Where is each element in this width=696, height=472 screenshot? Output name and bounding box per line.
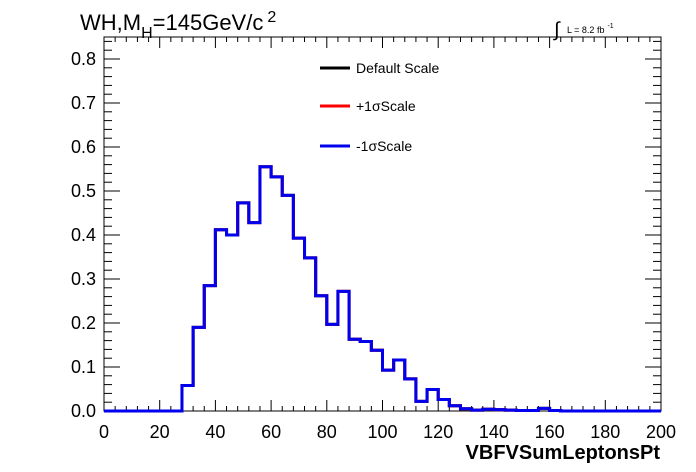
- chart-title: WH,MH=145GeV/c 2: [80, 9, 276, 42]
- luminosity-text: L = 8.2 fb -1: [567, 23, 614, 35]
- x-tick-label: 60: [261, 422, 281, 442]
- y-tick-label: 0.5: [71, 181, 96, 201]
- luminosity-label: ∫ L = 8.2 fb -1: [553, 19, 614, 41]
- x-tick-label: 160: [535, 422, 565, 442]
- y-tick-label: 0.8: [71, 49, 96, 69]
- x-tick-label: 180: [590, 422, 620, 442]
- y-tick-label: 0.6: [71, 137, 96, 157]
- y-tick-label: 0.0: [71, 401, 96, 421]
- x-axis-label: VBFVSumLeptonsPt: [466, 442, 661, 464]
- x-tick-label: 40: [205, 422, 225, 442]
- x-tick-label: 200: [646, 422, 676, 442]
- x-tick-label: 120: [423, 422, 453, 442]
- y-tick-label: 0.1: [71, 357, 96, 377]
- legend-label-0: Default Scale: [356, 60, 439, 76]
- x-tick-label: 80: [317, 422, 337, 442]
- y-tick-label: 0.2: [71, 313, 96, 333]
- legend-label-2: -1σScale: [356, 138, 412, 154]
- y-tick-label: 0.7: [71, 93, 96, 113]
- x-tick-label: 20: [150, 422, 170, 442]
- y-tick-label: 0.3: [71, 269, 96, 289]
- integral-symbol: ∫: [553, 19, 561, 41]
- series-group: [104, 165, 661, 413]
- legend-label-1: +1σScale: [356, 98, 416, 114]
- axes: 0 20 40 60 80 100 120 140 160 180 200 0.0 0.1 0.2 0.3 0…: [71, 37, 676, 442]
- legend: Default Scale +1σScale -1σScale: [320, 60, 439, 154]
- y-tick-label: 0.4: [71, 225, 96, 245]
- x-tick-label: 0: [99, 422, 109, 442]
- x-tick-label: 100: [367, 422, 397, 442]
- series-line-2: [104, 165, 661, 413]
- x-tick-label: 140: [479, 422, 509, 442]
